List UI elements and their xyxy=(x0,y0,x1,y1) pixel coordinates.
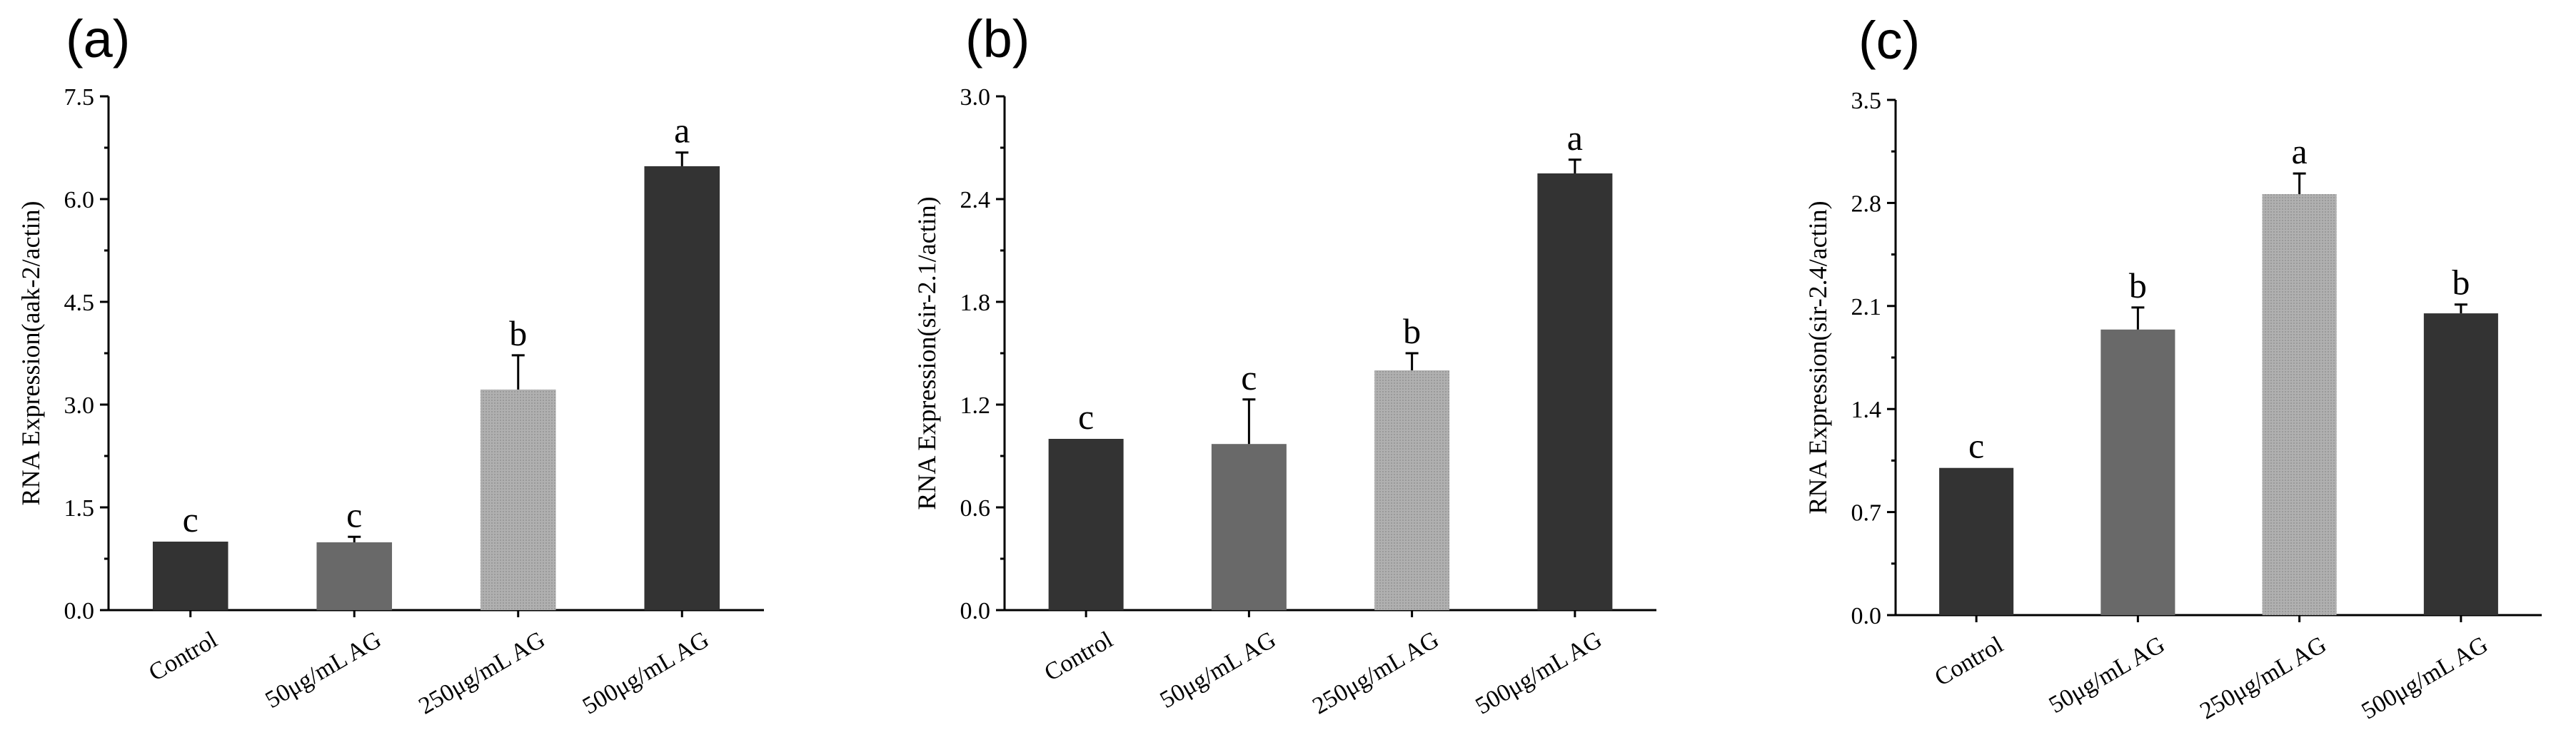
y-tick-label: 2.4 xyxy=(960,187,991,213)
significance-label: c xyxy=(1241,358,1257,397)
y-tick-label: 3.5 xyxy=(1851,88,1882,114)
x-tick-label: 250μg/mL AG xyxy=(1308,627,1443,720)
significance-label: c xyxy=(346,495,362,534)
significance-label: c xyxy=(1968,426,1984,466)
panel-letter: (c) xyxy=(1858,11,1920,70)
bar-2 xyxy=(2100,329,2175,615)
x-tick-label: 500μg/mL AG xyxy=(1471,627,1606,720)
significance-label: b xyxy=(2452,263,2470,303)
y-tick-label: 4.5 xyxy=(64,290,95,316)
significance-label: b xyxy=(2129,265,2147,305)
bar-2 xyxy=(1211,444,1287,610)
y-tick-label: 3.0 xyxy=(960,84,991,111)
y-tick-label: 0.0 xyxy=(1851,603,1882,629)
y-tick-label: 2.1 xyxy=(1851,294,1882,320)
significance-label: a xyxy=(674,111,690,151)
x-tick-label: 250μg/mL AG xyxy=(414,627,549,720)
x-tick-label: Control xyxy=(144,627,221,686)
y-axis-label: RNA Expression(sir-2.4/actin) xyxy=(1803,201,1832,514)
chart-panel-3: (c) RNA Expression(sir-2.4/actin) 0.0 0.7 1.… xyxy=(1803,11,2542,725)
x-tick-label: Control xyxy=(1931,632,2008,691)
bar-1 xyxy=(1939,467,2014,615)
x-tick-label: Control xyxy=(1040,627,1117,686)
chart-panel-2: (b) RNA Expression(sir-2.1/actin) 0.0 0.6 1.… xyxy=(912,9,1656,720)
significance-label: b xyxy=(509,313,527,353)
y-axis-label: RNA Expression(aak-2/actin) xyxy=(16,201,45,506)
bar-3 xyxy=(480,389,556,610)
y-tick-label: 3.0 xyxy=(64,392,95,419)
panel-letter: (b) xyxy=(965,9,1030,69)
y-tick-label: 1.4 xyxy=(1851,397,1882,423)
bar-3 xyxy=(1374,370,1450,610)
y-tick-label: 0.0 xyxy=(960,598,991,624)
y-tick-label: 1.2 xyxy=(960,392,991,419)
bar-4 xyxy=(1537,173,1613,610)
bar-1 xyxy=(1048,439,1124,610)
y-tick-label: 0.6 xyxy=(960,495,991,522)
significance-label: b xyxy=(1403,311,1421,351)
significance-label: c xyxy=(183,500,198,539)
y-tick-label: 7.5 xyxy=(64,84,95,111)
y-tick-label: 2.8 xyxy=(1851,191,1882,217)
x-tick-label: 500μg/mL AG xyxy=(2357,632,2492,725)
y-tick-label: 6.0 xyxy=(64,187,95,213)
significance-label: c xyxy=(1078,397,1094,437)
y-tick-label: 1.5 xyxy=(64,495,95,522)
x-tick-label: 250μg/mL AG xyxy=(2195,632,2330,725)
bar-4 xyxy=(2423,313,2498,615)
bar-2 xyxy=(316,542,393,610)
x-tick-label: 50μg/mL AG xyxy=(261,627,386,714)
chart-panel-1: (a) RNA Expression(aak-2/actin) 0.0 1.5 3.0 4… xyxy=(16,9,764,720)
y-tick-label: 0.7 xyxy=(1851,500,1882,527)
significance-label: a xyxy=(2292,131,2308,171)
y-tick-label: 0.0 xyxy=(64,598,95,624)
x-tick-label: 500μg/mL AG xyxy=(578,627,713,720)
y-axis-label: RNA Expression(sir-2.1/actin) xyxy=(912,196,941,510)
panel-letter: (a) xyxy=(66,9,130,69)
y-tick-label: 1.8 xyxy=(960,290,991,316)
significance-label: a xyxy=(1567,118,1583,158)
x-tick-label: 50μg/mL AG xyxy=(1156,627,1281,714)
bar-4 xyxy=(644,166,720,611)
bar-3 xyxy=(2262,194,2337,616)
x-tick-label: 50μg/mL AG xyxy=(2045,632,2170,719)
bar-1 xyxy=(152,542,228,610)
